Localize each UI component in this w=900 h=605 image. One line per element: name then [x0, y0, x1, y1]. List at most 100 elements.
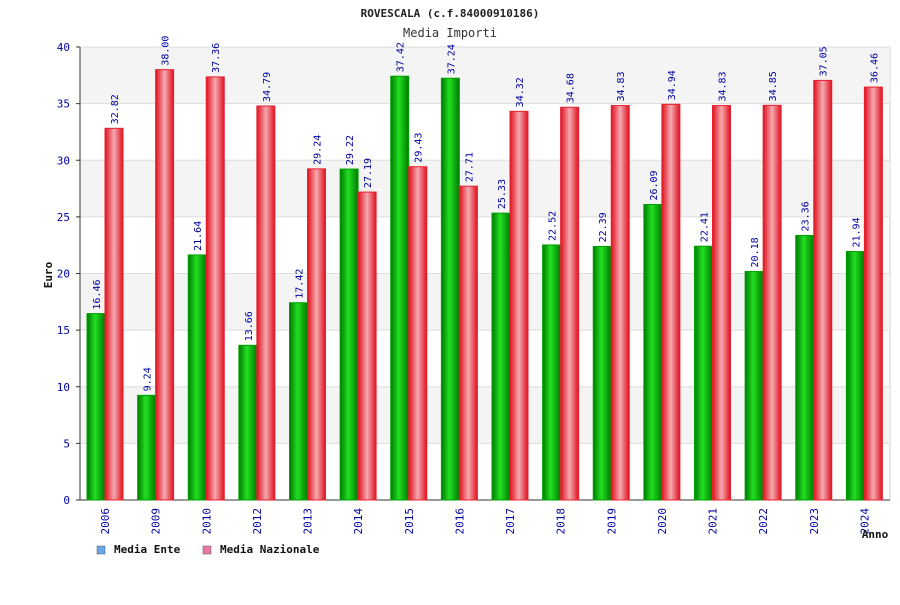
data-label: 20.18 — [750, 237, 761, 267]
data-label: 17.42 — [295, 269, 306, 299]
y-axis-title: Euro — [42, 261, 55, 288]
data-label: 27.19 — [363, 158, 374, 188]
x-tick-label: 2009 — [150, 508, 163, 535]
y-tick-label: 40 — [57, 41, 70, 54]
data-label: 34.68 — [566, 73, 577, 103]
bar-media-nazionale — [712, 105, 731, 501]
data-label: 9.24 — [143, 367, 154, 391]
data-label: 32.82 — [110, 94, 121, 124]
data-label: 21.94 — [851, 217, 862, 247]
bar-media-nazionale — [813, 79, 833, 501]
data-label: 37.36 — [211, 43, 222, 73]
y-tick-label: 25 — [57, 211, 70, 224]
data-label: 34.85 — [768, 71, 779, 101]
bar-media-nazionale — [762, 104, 782, 501]
legend: Media Ente Media Nazionale — [96, 543, 320, 556]
y-tick-label: 5 — [63, 437, 70, 450]
plot-area: 0 5 10 15 20 25 30 35 40 16.46 32.82 2006 9.24 38.00 2… — [57, 36, 891, 535]
legend-swatch-media-nazionale — [202, 545, 212, 555]
bar-media-nazionale — [155, 69, 175, 501]
data-label: 13.66 — [244, 311, 255, 341]
y-tick-label: 20 — [57, 268, 70, 281]
y-tick-label: 10 — [57, 381, 70, 394]
bar-media-ente — [86, 313, 106, 501]
legend-swatch-media-ente — [96, 545, 106, 555]
data-label: 34.94 — [667, 70, 678, 100]
bar-media-ente — [694, 245, 713, 501]
data-label: 37.24 — [446, 44, 457, 74]
x-tick-label: 2012 — [251, 508, 264, 535]
x-tick-label: 2006 — [99, 508, 112, 535]
x-tick-label: 2022 — [757, 508, 770, 535]
bar-media-ente — [339, 168, 359, 501]
bar-media-ente — [440, 77, 460, 501]
chart-subtitle: Media Importi — [403, 26, 497, 40]
data-label: 23.36 — [801, 201, 812, 231]
x-tick-label: 2023 — [808, 508, 821, 535]
y-tick-label: 0 — [63, 494, 70, 507]
bar-media-ente — [592, 245, 612, 501]
x-tick-label: 2016 — [453, 508, 466, 535]
chart-title: ROVESCALA (c.f.84000910186) — [361, 7, 540, 20]
bar-media-nazionale — [610, 105, 630, 501]
data-label: 37.05 — [819, 46, 830, 76]
bar-media-ente — [187, 254, 207, 501]
bar-media-nazionale — [256, 105, 276, 501]
data-label: 26.09 — [649, 170, 660, 200]
bar-media-nazionale — [357, 191, 377, 501]
x-tick-label: 2010 — [200, 508, 213, 535]
data-label: 34.32 — [515, 77, 526, 107]
y-tick-label: 30 — [57, 154, 70, 167]
data-label: 29.22 — [345, 135, 356, 165]
bar-media-nazionale — [661, 103, 681, 501]
x-tick-label: 2015 — [403, 508, 416, 535]
data-label: 34.83 — [718, 71, 729, 101]
bar-media-nazionale — [307, 168, 326, 501]
x-tick-label: 2020 — [656, 508, 669, 535]
x-tick-label: 2017 — [504, 508, 517, 535]
bar-media-ente — [795, 234, 815, 501]
legend-label-media-nazionale: Media Nazionale — [220, 543, 320, 556]
x-tick-label: 2019 — [605, 508, 618, 535]
data-label: 22.52 — [548, 211, 559, 241]
data-label: 34.79 — [262, 72, 273, 102]
data-label: 21.64 — [193, 221, 204, 251]
data-label: 29.24 — [313, 135, 324, 165]
bar-media-ente — [491, 212, 511, 501]
y-tick-label: 15 — [57, 324, 70, 337]
data-label: 34.83 — [616, 71, 627, 101]
legend-label-media-ente: Media Ente — [114, 543, 181, 556]
bar-media-ente — [238, 344, 258, 501]
data-label: 38.00 — [161, 36, 172, 66]
data-label: 36.46 — [869, 53, 880, 83]
bar-media-nazionale — [458, 185, 478, 501]
bar-media-ente — [845, 251, 865, 501]
data-label: 29.43 — [414, 133, 425, 163]
bar-media-nazionale — [408, 166, 428, 501]
bar-media-ente — [542, 244, 562, 501]
bar-media-ente — [137, 394, 157, 501]
data-label: 22.41 — [700, 212, 711, 242]
data-label: 25.33 — [497, 179, 508, 209]
x-tick-label: 2021 — [707, 508, 720, 535]
bar-media-nazionale — [863, 86, 883, 501]
bar-media-ente — [289, 302, 308, 501]
bar-media-nazionale — [509, 110, 529, 501]
bar-media-nazionale — [104, 127, 124, 501]
x-tick-label: 2018 — [555, 508, 568, 535]
y-tick-label: 35 — [57, 98, 70, 111]
x-tick-label: 2014 — [352, 508, 365, 535]
bar-media-ente — [390, 75, 410, 501]
data-label: 37.42 — [396, 42, 407, 72]
x-axis-title: Anno — [862, 528, 889, 541]
bar-media-ente — [744, 270, 764, 501]
x-tick-label: 2013 — [302, 508, 315, 535]
bar-media-nazionale — [560, 106, 580, 501]
x-tick-label: 2024 — [858, 508, 871, 535]
data-label: 16.46 — [92, 279, 103, 309]
data-label: 27.71 — [464, 152, 475, 182]
bar-media-nazionale — [205, 76, 225, 501]
data-label: 22.39 — [598, 212, 609, 242]
